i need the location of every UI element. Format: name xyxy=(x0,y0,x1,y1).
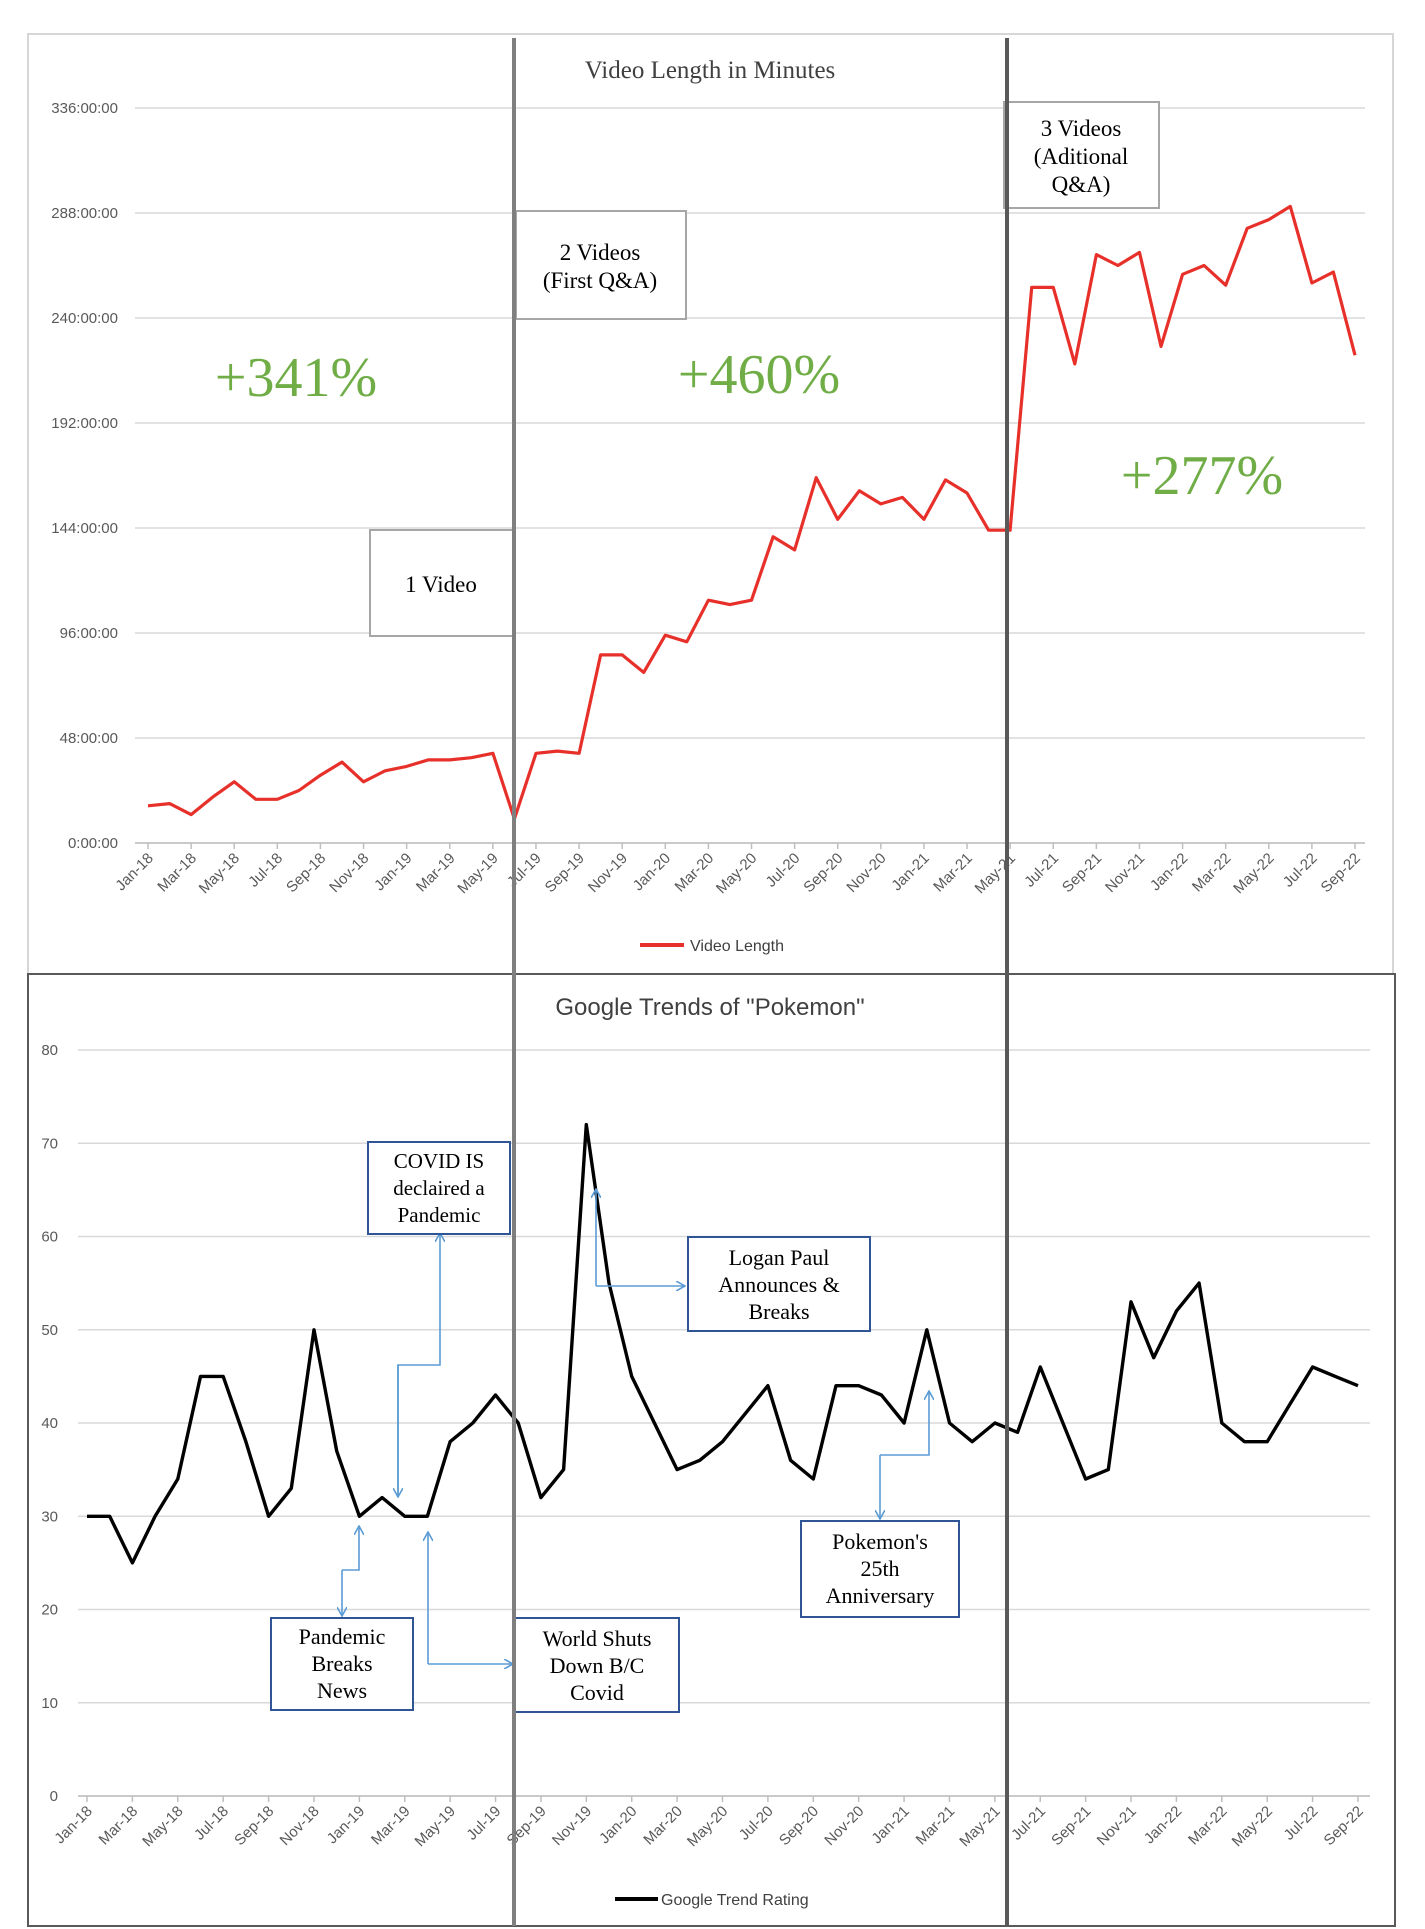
trends-x-tick-label: Mar-22 xyxy=(1185,1803,1231,1849)
trends-x-tick-label: Sep-20 xyxy=(776,1803,822,1849)
video-y-tick-label: 48:00:00 xyxy=(60,730,118,747)
covid-arrow xyxy=(397,1234,440,1494)
video-y-tick-label: 144:00:00 xyxy=(51,520,118,537)
trends-x-tick-label: Mar-20 xyxy=(640,1803,686,1849)
trends-y-tick-label: 0 xyxy=(50,1788,58,1805)
video-y-tick-label: 96:00:00 xyxy=(60,625,118,642)
annotation-3-videos-line2: (Aditional xyxy=(1034,144,1129,169)
pandemic-line1: Pandemic xyxy=(299,1624,386,1649)
trends-x-tick-label: May-18 xyxy=(139,1803,186,1850)
annotation-covid-pandemic: COVID IS declaired a Pandemic xyxy=(367,1141,511,1235)
trends-y-tick-label: 40 xyxy=(41,1415,58,1432)
video-y-tick-label: 288:00:00 xyxy=(51,205,118,222)
video-y-tick-label: 336:00:00 xyxy=(51,100,118,117)
trends-x-tick-label: Mar-19 xyxy=(368,1803,414,1849)
annotation-3-videos-line3: Q&A) xyxy=(1052,172,1111,197)
annotation-arrows xyxy=(342,1190,929,1664)
pandemic-line3: News xyxy=(317,1678,367,1703)
logan-line3: Breaks xyxy=(748,1299,809,1324)
trends-x-tick-label: May-19 xyxy=(412,1803,459,1850)
video-legend-label: Video Length xyxy=(690,938,784,955)
trends-x-tick-label: Sep-19 xyxy=(504,1803,550,1849)
trends-x-tick-label: Sep-21 xyxy=(1048,1803,1094,1849)
trends-legend-label: Google Trend Rating xyxy=(661,1892,809,1909)
annotation-2-videos-line1: 2 Videos xyxy=(560,240,641,265)
trends-x-tick-label: Jan-18 xyxy=(51,1803,95,1847)
growth-label-2: +460% xyxy=(678,344,840,406)
trends-x-tick-label: Sep-22 xyxy=(1321,1803,1367,1849)
trends-x-tick-label: Jul-19 xyxy=(463,1803,504,1844)
video-y-tick-label: 240:00:00 xyxy=(51,310,118,327)
pandemic-line2: Breaks xyxy=(311,1651,372,1676)
logan-line1: Logan Paul xyxy=(729,1245,830,1270)
trends-x-tick-label: Jan-21 xyxy=(868,1803,912,1847)
video-y-tick-label: 192:00:00 xyxy=(51,415,118,432)
annotation-pokemon-25th: Pokemon's 25th Anniversary xyxy=(800,1520,960,1618)
trends-x-tick-label: Jul-18 xyxy=(191,1803,232,1844)
trends-x-tick-label: Jul-20 xyxy=(736,1803,777,1844)
video-chart-title: Video Length in Minutes xyxy=(585,57,836,84)
annotation-2-videos: 2 Videos (First Q&A) xyxy=(515,210,687,320)
video-chart-y-ticks: 0:00:00 48:00:00 96:00:00 144:00:00 192:00:0… xyxy=(51,100,118,852)
annotation-3-videos-line1: 3 Videos xyxy=(1041,116,1122,141)
annotation-pandemic-breaks: Pandemic Breaks News xyxy=(270,1617,414,1711)
covid-line3: Pandemic xyxy=(398,1203,481,1227)
covid-line2: declaired a xyxy=(393,1176,485,1200)
trends-rating-line xyxy=(87,1122,1359,1565)
anniversary-line2: 25th xyxy=(860,1556,899,1581)
trends-y-tick-label: 60 xyxy=(41,1229,58,1246)
video-chart-gridlines xyxy=(135,107,1365,844)
annotation-1-video: 1 Video xyxy=(369,529,514,637)
video-chart-frame xyxy=(27,33,1394,975)
trends-y-tick-label: 20 xyxy=(41,1602,58,1619)
trends-x-tick-label: Mar-18 xyxy=(96,1803,142,1849)
trends-y-tick-label: 80 xyxy=(41,1042,58,1059)
trends-x-tick-label: Nov-18 xyxy=(277,1803,323,1849)
trends-chart-y-ticks: 0 10 20 30 40 50 60 70 80 xyxy=(41,1042,58,1805)
trends-x-tick-label: Jan-22 xyxy=(1141,1803,1185,1847)
trends-x-tick-label: May-22 xyxy=(1229,1803,1276,1850)
trends-x-tick-label: May-20 xyxy=(684,1803,731,1850)
annotation-3-videos: 3 Videos (Aditional Q&A) xyxy=(1003,101,1160,209)
trends-y-tick-label: 10 xyxy=(41,1695,58,1712)
anniversary-line1: Pokemon's xyxy=(832,1529,928,1554)
video-y-tick-label: 0:00:00 xyxy=(68,835,118,852)
trends-x-tick-label: Mar-21 xyxy=(913,1803,959,1849)
trends-x-tick-label: May-21 xyxy=(956,1803,1003,1850)
trends-x-tick-label: Jul-22 xyxy=(1281,1803,1322,1844)
growth-label-3: +277% xyxy=(1121,445,1283,507)
trends-x-tick-label: Nov-20 xyxy=(821,1803,867,1849)
trends-y-tick-label: 70 xyxy=(41,1135,58,1152)
logan-line2: Announces & xyxy=(718,1272,840,1297)
trends-chart-frame xyxy=(27,973,1396,1927)
trends-y-tick-label: 30 xyxy=(41,1508,58,1525)
annotation-2-videos-line2: (First Q&A) xyxy=(543,268,657,293)
annotation-world-shuts-down: World Shuts Down B/C Covid xyxy=(514,1617,680,1713)
world-line2: Down B/C xyxy=(550,1653,645,1678)
pandemic-arrow-up xyxy=(342,1527,359,1571)
world-line3: Covid xyxy=(570,1680,624,1705)
trends-x-tick-label: Nov-19 xyxy=(549,1803,595,1849)
trends-x-tick-label: Jan-20 xyxy=(596,1803,640,1847)
annotation-1-video-text: 1 Video xyxy=(405,572,477,597)
anniversary-arrow-up xyxy=(880,1392,929,1456)
trends-x-tick-label: Jan-19 xyxy=(324,1803,368,1847)
annotation-logan-paul: Logan Paul Announces & Breaks xyxy=(687,1236,871,1332)
trends-x-tick-label: Jul-21 xyxy=(1008,1803,1049,1844)
anniversary-line3: Anniversary xyxy=(826,1583,935,1608)
world-line1: World Shuts xyxy=(543,1626,652,1651)
trends-chart-title: Google Trends of "Pokemon" xyxy=(555,994,864,1021)
trends-x-tick-label: Nov-21 xyxy=(1094,1803,1140,1849)
trends-rating-series xyxy=(86,1122,1359,1565)
video-length-series xyxy=(147,204,1357,821)
trends-x-tick-label: Sep-18 xyxy=(231,1803,277,1849)
growth-label-1: +341% xyxy=(215,347,377,409)
covid-line1: COVID IS xyxy=(394,1149,484,1173)
trends-y-tick-label: 50 xyxy=(41,1322,58,1339)
